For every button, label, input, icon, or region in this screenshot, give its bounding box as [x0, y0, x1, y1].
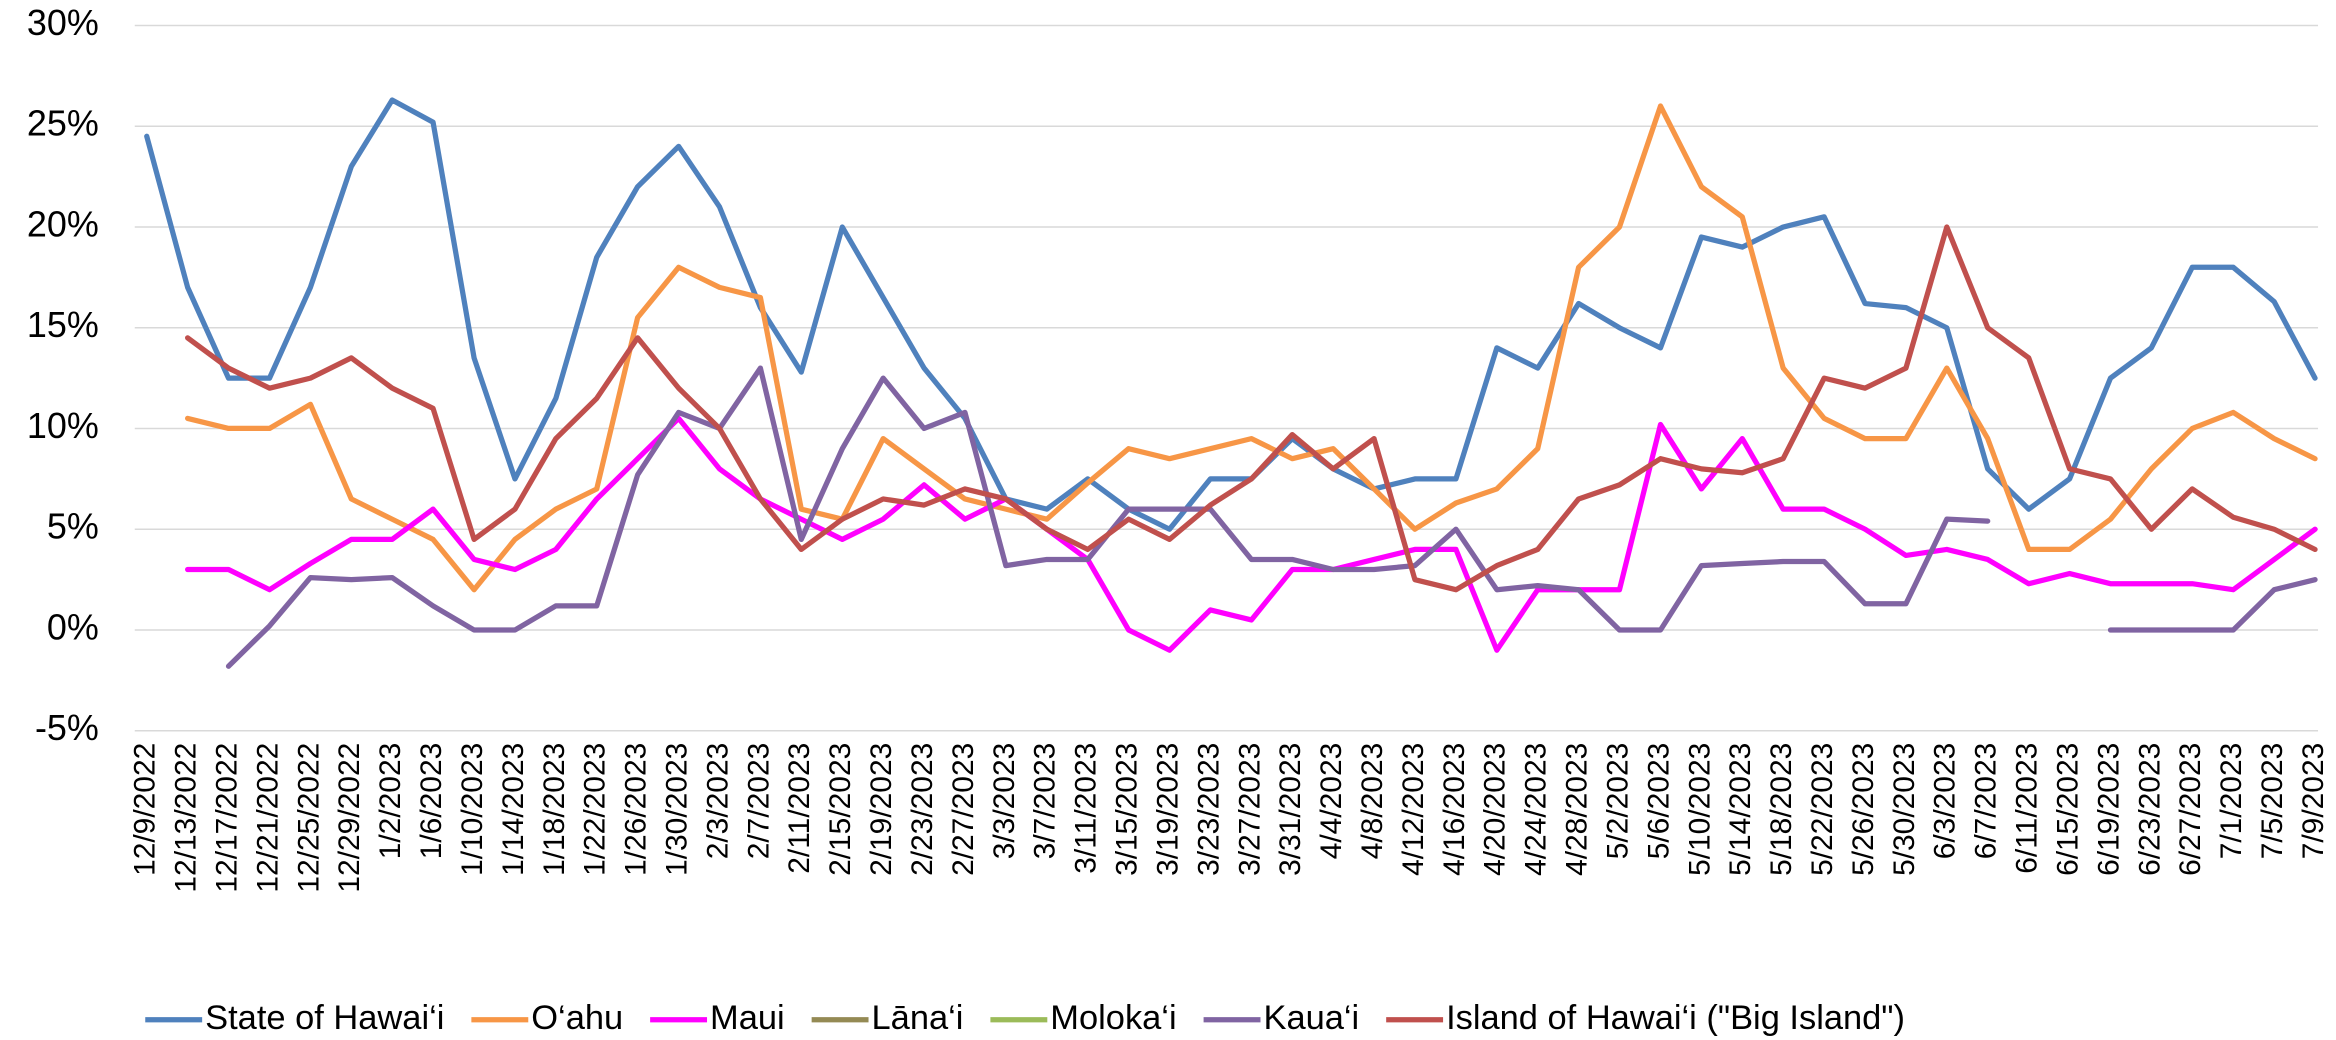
legend-label: O‘ahu — [531, 999, 623, 1037]
x-tick-label: 5/18/2023 — [1765, 743, 1798, 876]
legend-item: Lāna‘i — [811, 999, 964, 1037]
y-tick-label: -5% — [35, 707, 99, 748]
x-tick-label: 1/30/2023 — [660, 743, 693, 876]
x-tick-label: 7/5/2023 — [2256, 743, 2289, 860]
x-tick-label: 3/3/2023 — [988, 743, 1021, 860]
x-tick-label: 7/9/2023 — [2297, 743, 2330, 860]
x-tick-label: 5/10/2023 — [1683, 743, 1716, 876]
legend-label: Kaua‘i — [1263, 999, 1359, 1037]
y-tick-label: 0% — [47, 606, 99, 647]
x-tick-label: 1/10/2023 — [456, 743, 489, 876]
x-tick-label: 4/4/2023 — [1315, 743, 1348, 860]
series-line — [185, 103, 2318, 593]
x-tick-label: 5/6/2023 — [1642, 743, 1675, 860]
x-tick-label: 12/17/2022 — [210, 743, 243, 893]
series-line — [185, 224, 2318, 593]
series-line — [144, 97, 2318, 532]
x-tick-label: 12/13/2022 — [170, 743, 203, 893]
legend-item: Kaua‘i — [1203, 999, 1359, 1037]
x-tick-label: 6/3/2023 — [1929, 743, 1962, 860]
legend-label: Maui — [710, 999, 785, 1037]
x-tick-label: 4/28/2023 — [1561, 743, 1594, 876]
x-tick-label: 2/27/2023 — [947, 743, 980, 876]
x-tick-label: 2/7/2023 — [742, 743, 775, 860]
x-tick-label: 1/6/2023 — [415, 743, 448, 860]
x-tick-label: 5/26/2023 — [1847, 743, 1880, 876]
x-tick-label: 2/23/2023 — [906, 743, 939, 876]
x-tick-label: 6/27/2023 — [2174, 743, 2207, 876]
x-tick-label: 12/29/2022 — [333, 743, 366, 893]
x-tick-label: 2/3/2023 — [701, 743, 734, 860]
legend-item: Maui — [650, 999, 785, 1037]
y-tick-label: 5% — [47, 506, 99, 547]
x-tick-label: 4/8/2023 — [1356, 743, 1389, 860]
x-tick-label: 1/18/2023 — [538, 743, 571, 876]
x-tick-label: 5/2/2023 — [1601, 743, 1634, 860]
x-tick-label: 6/23/2023 — [2133, 743, 2166, 876]
x-tick-label: 3/31/2023 — [1274, 743, 1307, 876]
x-tick-label: 6/7/2023 — [1970, 743, 2003, 860]
x-tick-label: 7/1/2023 — [2215, 743, 2248, 860]
x-tick-label: 3/11/2023 — [1070, 743, 1103, 874]
series-line — [185, 415, 2318, 653]
x-tick-label: 4/24/2023 — [1520, 743, 1553, 876]
x-tick-label: 1/2/2023 — [374, 743, 407, 860]
y-tick-label: 10% — [27, 405, 99, 446]
x-tick-label: 6/15/2023 — [2051, 743, 2084, 876]
x-tick-label: 1/26/2023 — [620, 743, 653, 876]
x-tick-label: 4/16/2023 — [1438, 743, 1471, 876]
x-tick-label: 4/12/2023 — [1397, 743, 1430, 876]
x-tick-label: 6/19/2023 — [2092, 743, 2125, 876]
x-tick-label: 2/11/2023 — [783, 743, 816, 874]
y-tick-label: 20% — [27, 203, 99, 244]
x-tick-label: 4/20/2023 — [1479, 743, 1512, 876]
x-tick-label: 12/25/2022 — [292, 743, 325, 893]
legend-item: Moloka‘i — [990, 999, 1177, 1037]
x-tick-label: 6/11/2023 — [2011, 743, 2044, 874]
x-tick-label: 3/23/2023 — [1192, 743, 1225, 876]
legend-label: Lāna‘i — [872, 999, 964, 1037]
legend-label: Moloka‘i — [1050, 999, 1176, 1037]
y-tick-label: 25% — [27, 103, 99, 144]
legend-item: Island of Hawai‘i ("Big Island") — [1386, 999, 1905, 1037]
x-tick-label: 2/15/2023 — [824, 743, 857, 876]
legend-label: Island of Hawai‘i ("Big Island") — [1446, 999, 1905, 1037]
x-tick-label: 3/15/2023 — [1111, 743, 1144, 876]
x-tick-label: 12/9/2022 — [129, 743, 162, 876]
y-tick-label: 15% — [27, 304, 99, 345]
x-tick-label: 5/22/2023 — [1806, 743, 1839, 876]
y-tick-label: 30% — [27, 2, 99, 43]
legend-label: State of Hawai‘i — [205, 999, 444, 1037]
x-tick-label: 1/22/2023 — [579, 743, 612, 876]
x-tick-label: 1/14/2023 — [497, 743, 530, 876]
x-tick-label: 5/30/2023 — [1888, 743, 1921, 876]
legend-item: State of Hawai‘i — [145, 999, 444, 1037]
x-tick-label: 12/21/2022 — [251, 743, 284, 893]
x-tick-label: 5/14/2023 — [1724, 743, 1757, 876]
x-tick-label: 3/7/2023 — [1029, 743, 1062, 860]
legend-item: O‘ahu — [471, 999, 623, 1037]
x-tick-label: 3/27/2023 — [1233, 743, 1266, 876]
x-tick-label: 3/19/2023 — [1151, 743, 1184, 876]
x-tick-label: 2/19/2023 — [865, 743, 898, 876]
